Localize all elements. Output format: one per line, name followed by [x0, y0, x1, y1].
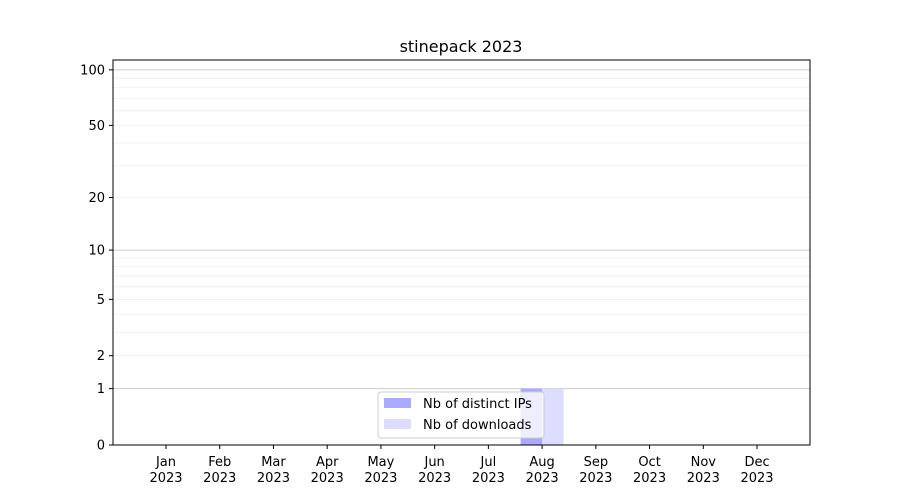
x-tick-label-year: 2023 — [311, 471, 344, 486]
x-tick-label-year: 2023 — [579, 471, 612, 486]
x-tick-label-year: 2023 — [149, 471, 182, 486]
x-tick-label-month: Apr — [316, 455, 339, 470]
x-tick-label-month: Mar — [261, 455, 286, 470]
y-tick-label: 100 — [80, 63, 105, 78]
x-tick-label-month: Jun — [423, 455, 444, 470]
x-tick-label-month: Dec — [744, 455, 769, 470]
x-tick-label-month: Feb — [208, 455, 231, 470]
x-tick-label-year: 2023 — [740, 471, 773, 486]
legend-box — [377, 391, 545, 439]
x-tick-label-year: 2023 — [472, 471, 505, 486]
x-tick-label-year: 2023 — [633, 471, 666, 486]
x-tick-label-month: Nov — [691, 455, 717, 470]
y-tick-label: 1 — [97, 382, 105, 397]
x-tick-label-year: 2023 — [526, 471, 559, 486]
y-tick-label: 0 — [97, 439, 105, 454]
x-tick-label-month: Sep — [584, 455, 609, 470]
x-tick-label-month: May — [367, 455, 394, 470]
x-tick-label-year: 2023 — [203, 471, 236, 486]
legend-swatch — [384, 398, 411, 408]
plot-frame — [112, 59, 811, 446]
legend-swatch — [384, 419, 411, 429]
bar-nb-of-downloads — [542, 388, 564, 445]
x-tick-label-month: Jul — [480, 455, 497, 470]
legend-label: Nb of downloads — [423, 418, 532, 433]
legend-label: Nb of distinct IPs — [423, 397, 532, 412]
x-tick-label-year: 2023 — [418, 471, 451, 486]
y-tick-label: 5 — [97, 293, 105, 308]
x-tick-label-month: Aug — [529, 455, 554, 470]
x-tick-label-year: 2023 — [257, 471, 290, 486]
x-tick-label-month: Oct — [638, 455, 660, 470]
x-tick-label-year: 2023 — [687, 471, 720, 486]
x-tick-label-year: 2023 — [364, 471, 397, 486]
y-tick-label: 20 — [88, 191, 105, 206]
chart-title: stinepack 2023 — [400, 37, 523, 56]
y-tick-label: 50 — [88, 119, 105, 134]
y-tick-label: 2 — [97, 349, 105, 364]
legend: Nb of distinct IPs Nb of downloads — [377, 391, 545, 439]
x-tick-label-month: Jan — [155, 455, 176, 470]
y-tick-label: 10 — [88, 244, 105, 259]
